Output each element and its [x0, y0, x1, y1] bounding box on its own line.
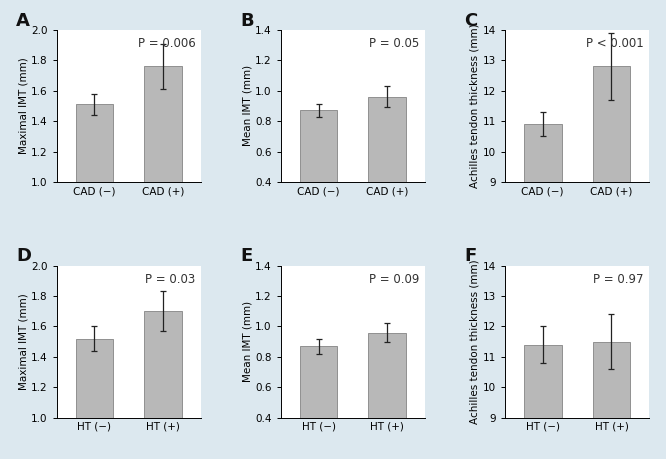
- Text: P = 0.05: P = 0.05: [369, 38, 420, 50]
- Bar: [593, 67, 631, 182]
- Text: F: F: [464, 247, 477, 265]
- Text: P = 0.97: P = 0.97: [593, 273, 643, 286]
- Y-axis label: Maximal IMT (mm): Maximal IMT (mm): [18, 293, 28, 390]
- Bar: [75, 104, 113, 182]
- Text: E: E: [240, 247, 252, 265]
- Text: A: A: [16, 11, 30, 29]
- Bar: [75, 339, 113, 418]
- Text: C: C: [464, 11, 478, 29]
- Bar: [523, 124, 561, 182]
- Y-axis label: Achilles tendon thickness (mm): Achilles tendon thickness (mm): [470, 23, 480, 188]
- Y-axis label: Mean IMT (mm): Mean IMT (mm): [242, 301, 252, 382]
- Bar: [523, 345, 561, 418]
- Bar: [300, 346, 338, 418]
- Bar: [368, 97, 406, 182]
- Bar: [145, 67, 182, 182]
- Text: P = 0.006: P = 0.006: [138, 38, 195, 50]
- Text: P = 0.09: P = 0.09: [369, 273, 420, 286]
- Text: P < 0.001: P < 0.001: [586, 38, 643, 50]
- Bar: [145, 311, 182, 418]
- Y-axis label: Achilles tendon thickness (mm): Achilles tendon thickness (mm): [470, 259, 480, 424]
- Y-axis label: Maximal IMT (mm): Maximal IMT (mm): [18, 57, 28, 154]
- Bar: [300, 111, 338, 182]
- Y-axis label: Mean IMT (mm): Mean IMT (mm): [242, 65, 252, 146]
- Text: D: D: [16, 247, 31, 265]
- Bar: [368, 332, 406, 418]
- Text: P = 0.03: P = 0.03: [145, 273, 195, 286]
- Bar: [593, 341, 631, 418]
- Text: B: B: [240, 11, 254, 29]
